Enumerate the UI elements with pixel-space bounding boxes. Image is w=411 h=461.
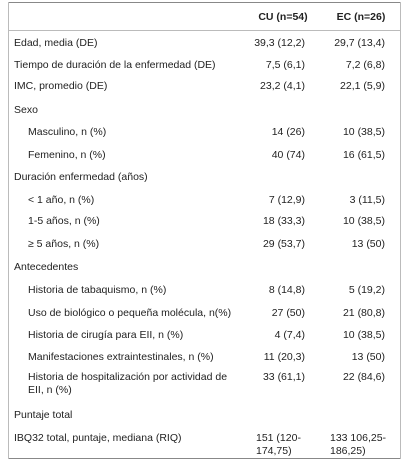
ec-value: 5 (19,2) [348, 284, 385, 296]
row-label: Historia de tabaquismo, n (%) [28, 284, 167, 296]
row-label: IBQ32 total, puntaje, mediana (RIQ) [14, 432, 182, 444]
ec-value: 22,1 (5,9) [340, 80, 385, 92]
cu-value: 18 (33,3) [262, 215, 305, 227]
ec-value: 16 (61,5) [342, 149, 385, 161]
cu-value: 11 (20,3) [263, 351, 305, 363]
cu-value: 23,2 (4,1) [260, 80, 305, 92]
row-label: Uso de biológico o pequeña molécula, n(%… [28, 307, 232, 319]
row-label: Manifestaciones extraintestinales, n (%) [28, 351, 214, 363]
right-border [400, 2, 401, 459]
section-label: Sexo [14, 104, 38, 116]
cu-value: 33 (61,1) [262, 371, 305, 383]
ec-value: 10 (38,5) [342, 126, 385, 138]
top-rule [8, 2, 401, 3]
row-label: Historia de hospitalización por activida… [28, 371, 228, 396]
cu-value: 151 (120-174,75) [256, 432, 301, 457]
ec-value: 7,2 (6,8) [345, 59, 385, 71]
section-label: Puntaje total [14, 409, 73, 421]
cu-value: 14 (26) [271, 126, 305, 138]
ec-value: 133 106,25-186,25) [330, 432, 387, 457]
row-label: Edad, media (DE) [14, 37, 98, 49]
ec-value: 10 (38,5) [342, 329, 385, 341]
ec-value: 3 (11,5) [349, 194, 385, 206]
cu-value: 39,3 (12,2) [254, 37, 305, 49]
row-label: Femenino, n (%) [28, 149, 106, 161]
row-label: IMC, promedio (DE) [14, 80, 108, 92]
cu-value: 7,5 (6,1) [265, 59, 305, 71]
ec-value: 10 (38,5) [342, 215, 385, 227]
cu-value: 4 (7,4) [274, 329, 305, 341]
ec-value: 13 (50) [351, 238, 385, 250]
row-label: ≥ 5 años, n (%) [28, 238, 100, 250]
header-rule [8, 30, 401, 31]
bottom-rule [8, 458, 401, 459]
row-label: < 1 año, n (%) [28, 194, 95, 206]
row-label: 1-5 años, n (%) [28, 215, 100, 227]
ec-value: 13 (50) [351, 351, 385, 363]
row-label: Masculino, n (%) [28, 126, 107, 138]
row-label: Tiempo de duración de la enfermedad (DE) [14, 59, 216, 71]
section-label: Duración enfermedad (años) [14, 171, 148, 183]
section-label: Antecedentes [14, 261, 79, 273]
column-header: EC (n=26) [336, 11, 386, 23]
ec-value: 29,7 (13,4) [334, 37, 385, 49]
cu-value: 29 (53,7) [262, 238, 305, 250]
column-header: CU (n=54) [258, 11, 308, 23]
cu-value: 40 (74) [271, 149, 305, 161]
cu-value: 27 (50) [271, 307, 305, 319]
ec-value: 22 (84,6) [342, 371, 385, 383]
cu-value: 7 (12,9) [268, 194, 305, 206]
row-label: Historia de cirugía para EII, n (%) [28, 329, 184, 341]
left-border [8, 2, 9, 459]
ec-value: 21 (80,8) [342, 307, 385, 319]
cu-value: 8 (14,8) [268, 284, 305, 296]
